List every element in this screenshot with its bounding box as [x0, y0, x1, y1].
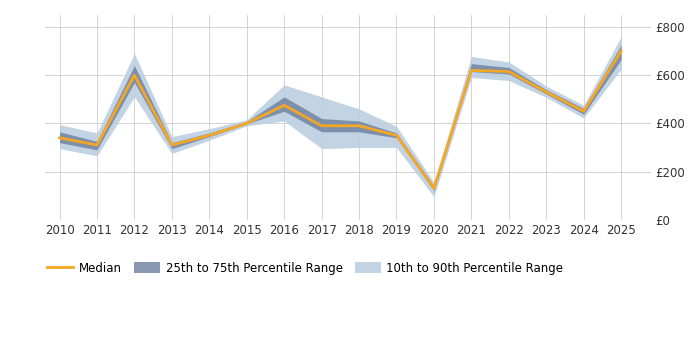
Legend: Median, 25th to 75th Percentile Range, 10th to 90th Percentile Range: Median, 25th to 75th Percentile Range, 1… — [43, 257, 568, 279]
